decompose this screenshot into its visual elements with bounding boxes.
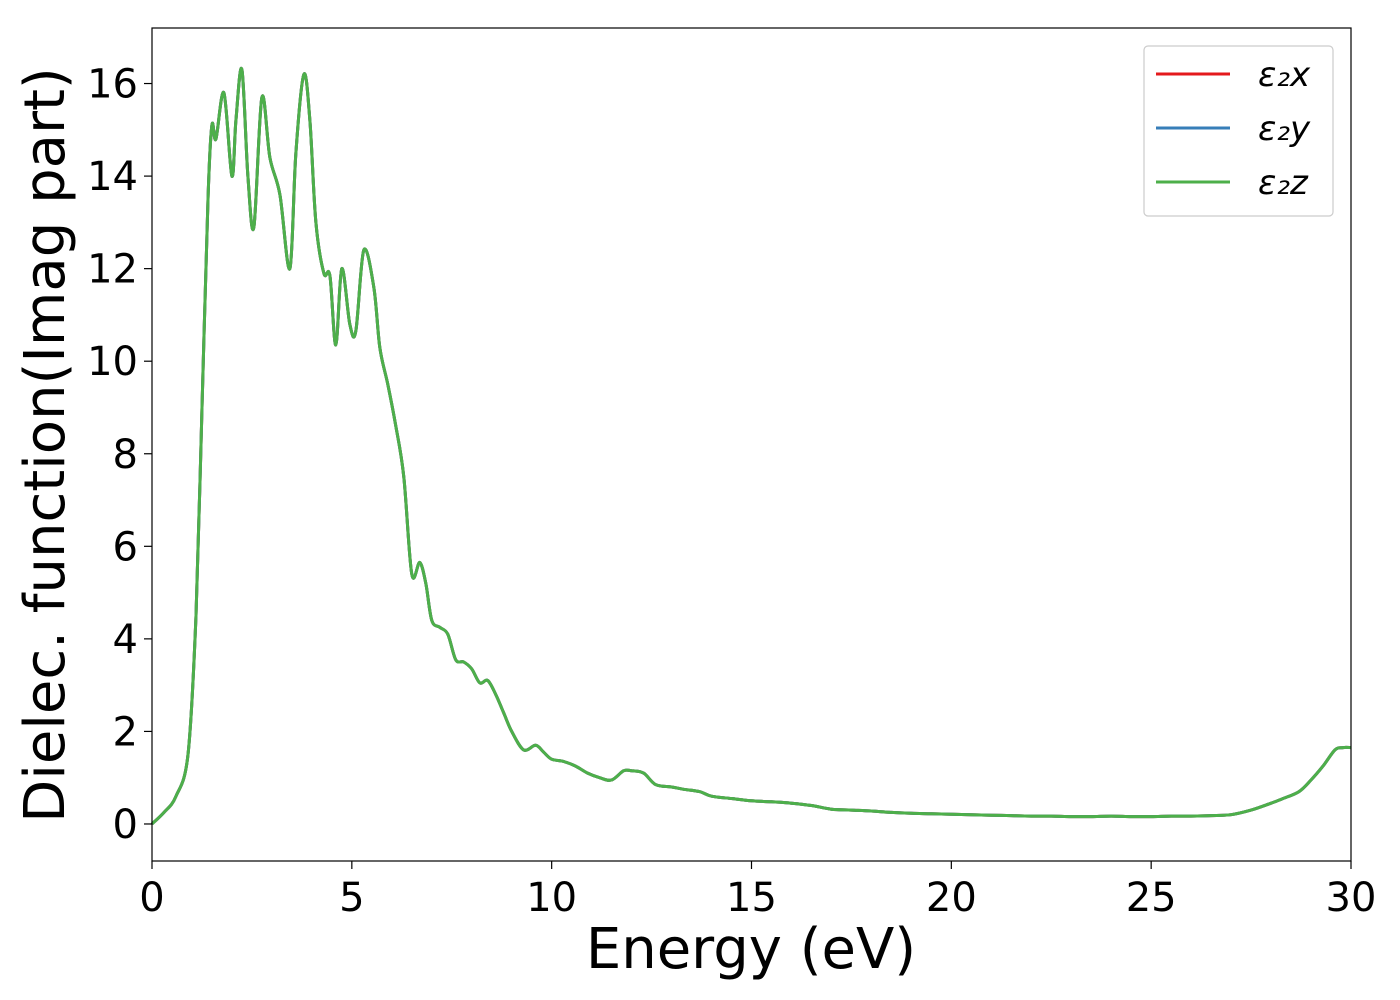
y-tick-label: 12 — [87, 247, 138, 293]
y-tick-label: 8 — [113, 432, 138, 478]
y-tick-label: 0 — [113, 802, 138, 848]
series-line-3 — [150, 66, 1352, 826]
curves — [150, 66, 1352, 826]
y-tick-label: 10 — [87, 339, 138, 385]
x-tick-label: 10 — [526, 875, 577, 921]
x-tick-label: 30 — [1326, 875, 1377, 921]
legend-label: ε₂x — [1258, 55, 1311, 95]
y-axis: 0 2 4 6 8 10 12 14 16 — [87, 62, 152, 848]
x-tick-label: 15 — [726, 875, 777, 921]
x-axis: 0 5 10 15 20 25 30 — [139, 861, 1376, 921]
y-tick-label: 6 — [113, 524, 138, 570]
x-tick-label: 5 — [339, 875, 364, 921]
y-tick-label: 14 — [87, 154, 138, 200]
y-axis-label: Dielec. function(Imag part) — [13, 67, 78, 823]
x-axis-label: Energy (eV) — [586, 917, 916, 982]
legend-label: ε₂z — [1258, 163, 1309, 203]
x-tick-label: 20 — [926, 875, 977, 921]
y-tick-label: 16 — [87, 62, 138, 108]
x-tick-label: 25 — [1126, 875, 1177, 921]
x-tick-label: 0 — [139, 875, 164, 921]
y-tick-label: 2 — [113, 709, 138, 755]
legend: ε₂x ε₂y ε₂z — [1143, 45, 1334, 217]
y-tick-label: 4 — [113, 617, 138, 663]
legend-box — [1143, 45, 1334, 217]
legend-label: ε₂y — [1258, 109, 1311, 149]
